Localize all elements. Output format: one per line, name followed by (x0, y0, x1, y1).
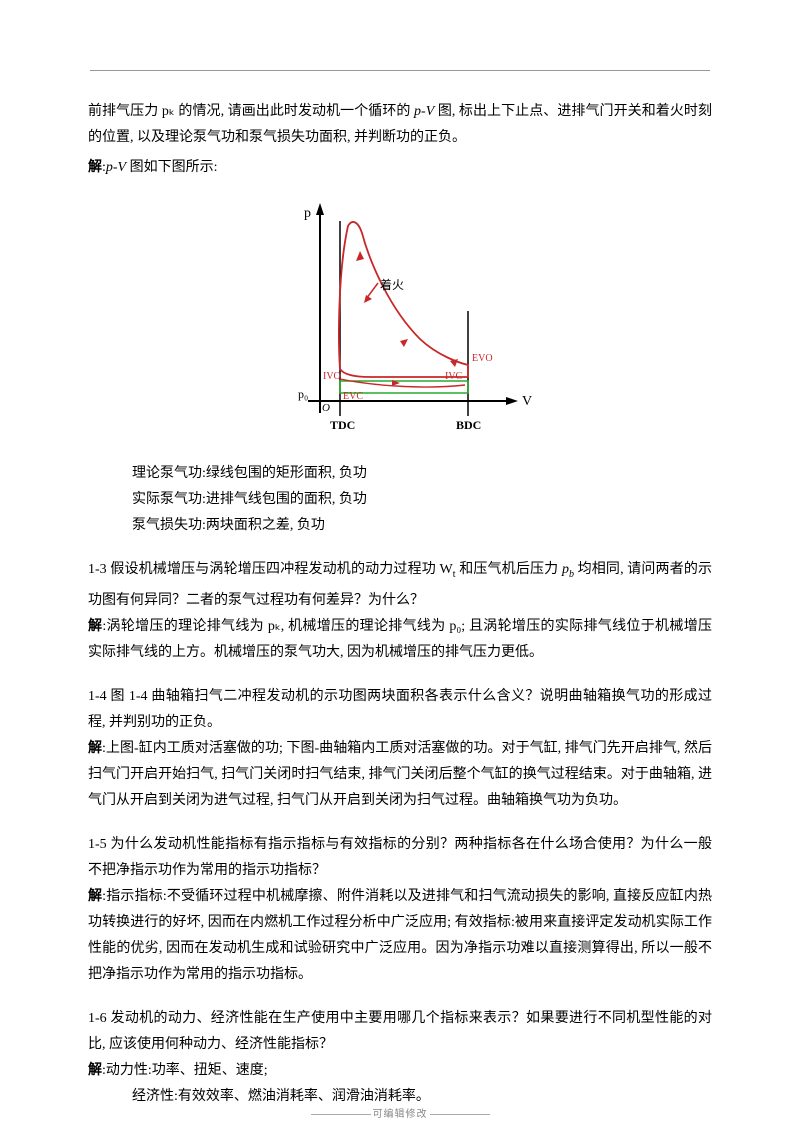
q15-num: 1-5 (88, 837, 111, 852)
ans-pv: p-V (106, 160, 126, 175)
q13-a: 假设机械增压与涡轮增压四冲程发动机的动力过程功 W (110, 562, 452, 577)
q13-b: 和压气机后压力 (456, 562, 562, 577)
svg-text:IVC: IVC (445, 371, 463, 382)
q15-ans-body: :指示指标:不受循环过程中机械摩擦、附件消耗以及进排气和扫气流动损失的影响, 直… (88, 889, 712, 982)
q16-q: 发动机的动力、经济性能在生产使用中主要用哪几个指标来表示？如果要进行不同机型性能… (88, 1011, 712, 1052)
q14: 1-4 图 1-4 曲轴箱扫气二冲程发动机的示功图两块面积各表示什么含义？说明曲… (88, 684, 712, 736)
svg-text:TDC: TDC (330, 418, 355, 432)
ans-label: 解 (88, 160, 102, 175)
q15-ans: 解:指示指标:不受循环过程中机械摩擦、附件消耗以及进排气和扫气流动损失的影响, … (88, 884, 712, 988)
q14-ans: 解:上图-缸内工质对活塞做的功; 下图-曲轴箱内工质对活塞做的功。对于气缸, 排… (88, 736, 712, 814)
q13-ans-label: 解 (88, 619, 102, 634)
q15-ans-label: 解 (88, 889, 102, 904)
q16-ans1-body: :动力性:功率、扭矩、速度; (102, 1063, 268, 1078)
svg-text:O: O (322, 402, 330, 414)
intro-pk: pₖ (162, 104, 175, 119)
intro-b: 的情况, 请画出此时发动机一个循环的 (175, 104, 414, 119)
svg-text:EVO: EVO (472, 353, 493, 364)
q14-ans-body: :上图-缸内工质对活塞做的功; 下图-曲轴箱内工质对活塞做的功。对于气缸, 排气… (88, 741, 712, 808)
q16: 1-6 发动机的动力、经济性能在生产使用中主要用哪几个指标来表示？如果要进行不同… (88, 1006, 712, 1058)
q15-q: 为什么发动机性能指标有指示指标与有效指标的分别？两种指标各在什么场合使用？为什么… (88, 837, 712, 878)
svg-text:IVO: IVO (323, 371, 341, 382)
q13-ans: 解:涡轮增压的理论排气线为 pₖ, 机械增压的理论排气线为 p₀; 且涡轮增压的… (88, 614, 712, 666)
intro-pv: p-V (414, 104, 434, 119)
figcap-1: 理论泵气功:绿线包围的矩形面积, 负功 (88, 461, 712, 487)
q13: 1-3 假设机械增压与涡轮增压四冲程发动机的动力过程功 Wt 和压气机后压力 p… (88, 557, 712, 614)
svg-text:着火: 着火 (380, 277, 404, 292)
q13-ans-body: :涡轮增压的理论排气线为 pₖ, 机械增压的理论排气线为 p₀; 且涡轮增压的实… (88, 619, 712, 660)
figcap-3: 泵气损失功:两块面积之差, 负功 (88, 513, 712, 539)
q13-pb: p (562, 562, 569, 577)
q16-ans1: 解:动力性:功率、扭矩、速度; (88, 1058, 712, 1084)
footer-text: 可编辑修改 (373, 1109, 428, 1120)
svg-text:V: V (522, 394, 532, 409)
q14-q: 图 1-4 曲轴箱扫气二冲程发动机的示功图两块面积各表示什么含义？说明曲轴箱换气… (88, 689, 712, 730)
q15: 1-5 为什么发动机性能指标有指示指标与有效指标的分别？两种指标各在什么场合使用… (88, 832, 712, 884)
q16-ans-label: 解 (88, 1063, 102, 1078)
figcap-2: 实际泵气功:进排气线包围的面积, 负功 (88, 487, 712, 513)
top-rule (90, 70, 710, 71)
ans-tail: 图如下图所示: (126, 160, 217, 175)
q14-ans-label: 解 (88, 741, 102, 756)
intro-para: 前排气压力 pₖ 的情况, 请画出此时发动机一个循环的 p-V 图, 标出上下止… (88, 99, 712, 151)
svg-text:p₀: p₀ (298, 387, 308, 401)
page-footer: 可编辑修改 (0, 1105, 800, 1120)
pv-svg: p V p₀ O 着火 EVO EVC IVO IVC TDC BDC (250, 191, 550, 451)
pv-figure: p V p₀ O 着火 EVO EVC IVO IVC TDC BDC (88, 191, 712, 451)
q13-num: 1-3 (88, 562, 110, 577)
svg-text:EVC: EVC (343, 391, 363, 402)
svg-text:BDC: BDC (456, 418, 481, 432)
footer-line-right (430, 1114, 490, 1115)
q14-num: 1-4 (88, 689, 111, 704)
svg-text:p: p (304, 206, 311, 221)
intro-answer: 解:p-V 图如下图所示: (88, 155, 712, 181)
intro-a: 前排气压力 (88, 104, 162, 119)
q16-num: 1-6 (88, 1011, 111, 1026)
footer-line-left (311, 1114, 371, 1115)
